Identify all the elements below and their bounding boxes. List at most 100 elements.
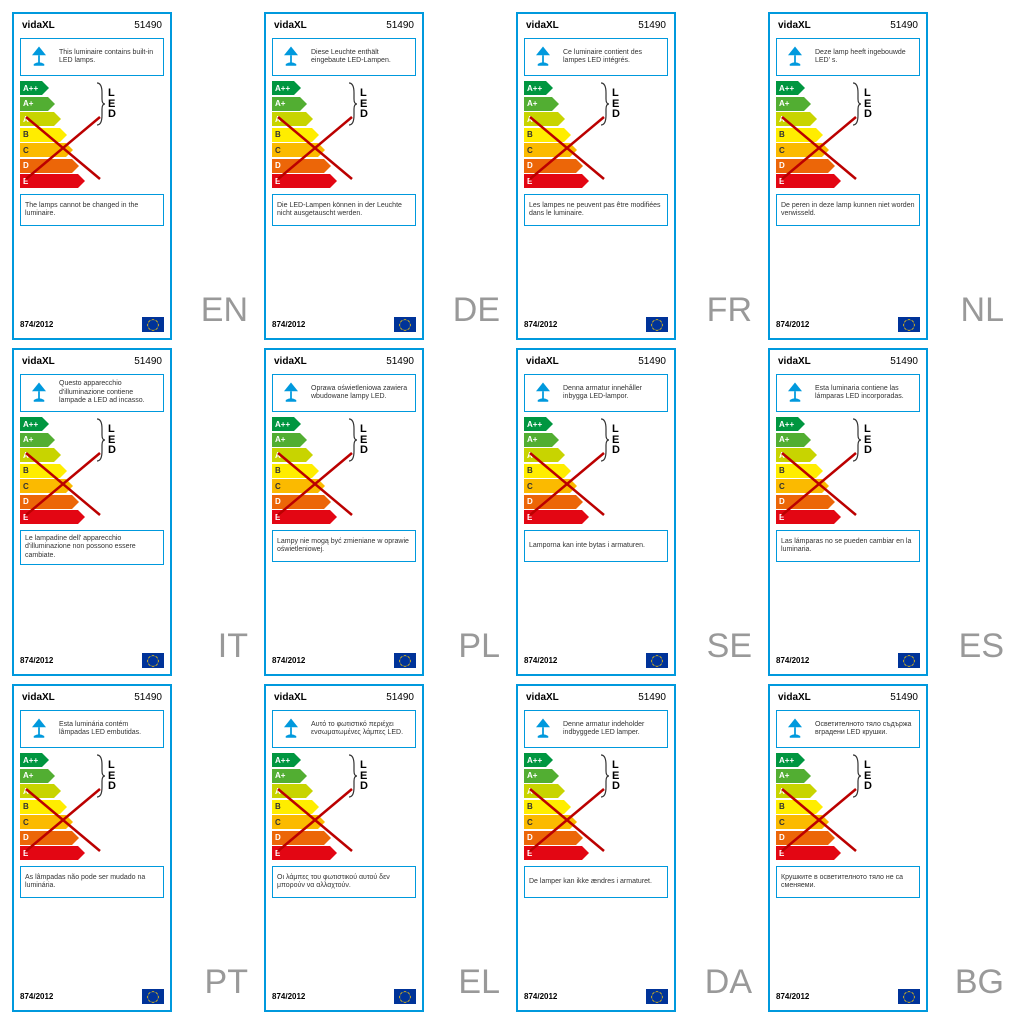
eu-flag-icon [394, 653, 416, 668]
eu-flag-icon [142, 317, 164, 332]
brand-text: vidaXL [274, 356, 307, 367]
energy-class-arrow: C [524, 143, 570, 157]
led-label: LED [612, 424, 621, 455]
lamp-info-box: Denna armatur innehåller inbygga LED-lam… [524, 374, 668, 412]
energy-class-code: D [275, 497, 281, 506]
led-label: LED [864, 760, 873, 791]
model-number: 51490 [134, 356, 162, 367]
bracket-icon [600, 81, 610, 127]
energy-class-arrow: D [524, 159, 576, 173]
note-text: As lâmpadas não pode ser mudado na lumin… [25, 874, 159, 891]
energy-class-arrow: A++ [272, 417, 294, 431]
lamp-description: Esta luminária contém lâmpadas LED embut… [59, 721, 159, 738]
eu-flag-icon [142, 653, 164, 668]
energy-class-code: B [527, 802, 533, 811]
energy-class-arrow: A [20, 784, 54, 798]
energy-class-arrow: C [776, 143, 822, 157]
led-bracket: LED [96, 417, 117, 463]
language-code: PT [205, 963, 248, 1002]
energy-class-row: D [524, 495, 668, 509]
energy-class-arrow: A [776, 112, 810, 126]
energy-class-code: A++ [527, 420, 542, 429]
bracket-icon [348, 753, 358, 799]
language-code: DA [705, 963, 752, 1002]
energy-class-row: B [776, 128, 920, 142]
brand-text: vidaXL [526, 692, 559, 703]
note-text: Οι λάμπες του φωτιστικού αυτού δεν μπορο… [277, 874, 411, 891]
energy-class-code: A+ [779, 99, 789, 108]
energy-class-code: A [527, 115, 533, 124]
energy-class-row: C [20, 815, 164, 829]
energy-class-arrow: A [524, 784, 558, 798]
energy-class-arrow: A++ [776, 753, 798, 767]
energy-class-row: B [20, 128, 164, 142]
energy-class-code: A++ [779, 420, 794, 429]
energy-class-code: A+ [527, 99, 537, 108]
energy-class-arrow: C [272, 479, 318, 493]
energy-class-code: B [779, 802, 785, 811]
energy-class-row: D [20, 495, 164, 509]
energy-class-arrow: A++ [776, 81, 798, 95]
energy-class-arrow: A++ [524, 753, 546, 767]
energy-class-row: A+ [776, 769, 920, 783]
brand-text: vidaXL [274, 692, 307, 703]
energy-class-row: A+ [20, 97, 164, 111]
energy-class-row: D [272, 495, 416, 509]
lamp-icon [781, 43, 809, 71]
label-footer: 874/2012 [776, 989, 920, 1004]
lamp-info-box: Questo apparecchio d'illuminazione conti… [20, 374, 164, 412]
energy-class-code: E [527, 849, 532, 858]
energy-class-row: B [524, 800, 668, 814]
lamp-info-box: Oprawa oświetleniowa zawiera wbudowane l… [272, 374, 416, 412]
regulation-number: 874/2012 [272, 992, 305, 1001]
eu-flag-icon [898, 317, 920, 332]
energy-class-arrow: A++ [272, 753, 294, 767]
energy-class-code: A+ [23, 771, 33, 780]
led-bracket: LED [348, 753, 369, 799]
label-cell: vidaXL 51490 Diese Leuchte enthält einge… [264, 12, 508, 340]
note-box: Lamporna kan inte bytas i armaturen. [524, 530, 668, 562]
energy-class-row: B [524, 464, 668, 478]
led-label: LED [612, 760, 621, 791]
led-bracket: LED [600, 753, 621, 799]
energy-class-arrow: A++ [20, 417, 42, 431]
energy-class-row: C [272, 479, 416, 493]
language-code: DE [453, 291, 500, 330]
energy-class-code: A+ [779, 435, 789, 444]
energy-class-row: C [272, 815, 416, 829]
label-header: vidaXL 51490 [20, 20, 164, 33]
energy-label-card: vidaXL 51490 Ce luminaire contient des l… [516, 12, 676, 340]
label-header: vidaXL 51490 [524, 356, 668, 369]
energy-class-code: E [779, 513, 784, 522]
energy-class-arrow: D [20, 495, 72, 509]
energy-class-row: A++ [776, 753, 920, 767]
note-text: Lampy nie mogą być zmieniane w oprawie o… [277, 538, 411, 555]
energy-class-arrow: A+ [776, 433, 804, 447]
energy-class-arrow: D [524, 495, 576, 509]
energy-class-code: C [779, 482, 785, 491]
lamp-icon [277, 43, 305, 71]
bracket-icon [852, 81, 862, 127]
energy-class-code: A++ [527, 84, 542, 93]
model-number: 51490 [386, 20, 414, 31]
energy-rating-section: A++ A+ A B C D [524, 417, 668, 525]
energy-class-row: A+ [776, 97, 920, 111]
energy-class-arrow: A+ [776, 97, 804, 111]
led-label: LED [612, 88, 621, 119]
energy-class-arrow: A++ [524, 81, 546, 95]
energy-class-code: A++ [275, 84, 290, 93]
energy-class-arrow: E [272, 846, 330, 860]
lamp-description: Αυτό το φωτιστικό περιέχει ενσωματωμένες… [311, 721, 411, 738]
energy-class-code: D [23, 497, 29, 506]
energy-class-code: B [23, 130, 29, 139]
energy-class-row: A+ [20, 769, 164, 783]
lamp-info-box: Deze lamp heeft ingebouwde LED' s. [776, 38, 920, 76]
label-footer: 874/2012 [272, 317, 416, 332]
energy-class-row: A++ [272, 81, 416, 95]
energy-class-code: A [779, 115, 785, 124]
label-footer: 874/2012 [272, 989, 416, 1004]
energy-class-arrow: D [776, 831, 828, 845]
regulation-number: 874/2012 [524, 656, 557, 665]
energy-label-card: vidaXL 51490 Denne armatur indeholder in… [516, 684, 676, 1012]
label-header: vidaXL 51490 [524, 20, 668, 33]
